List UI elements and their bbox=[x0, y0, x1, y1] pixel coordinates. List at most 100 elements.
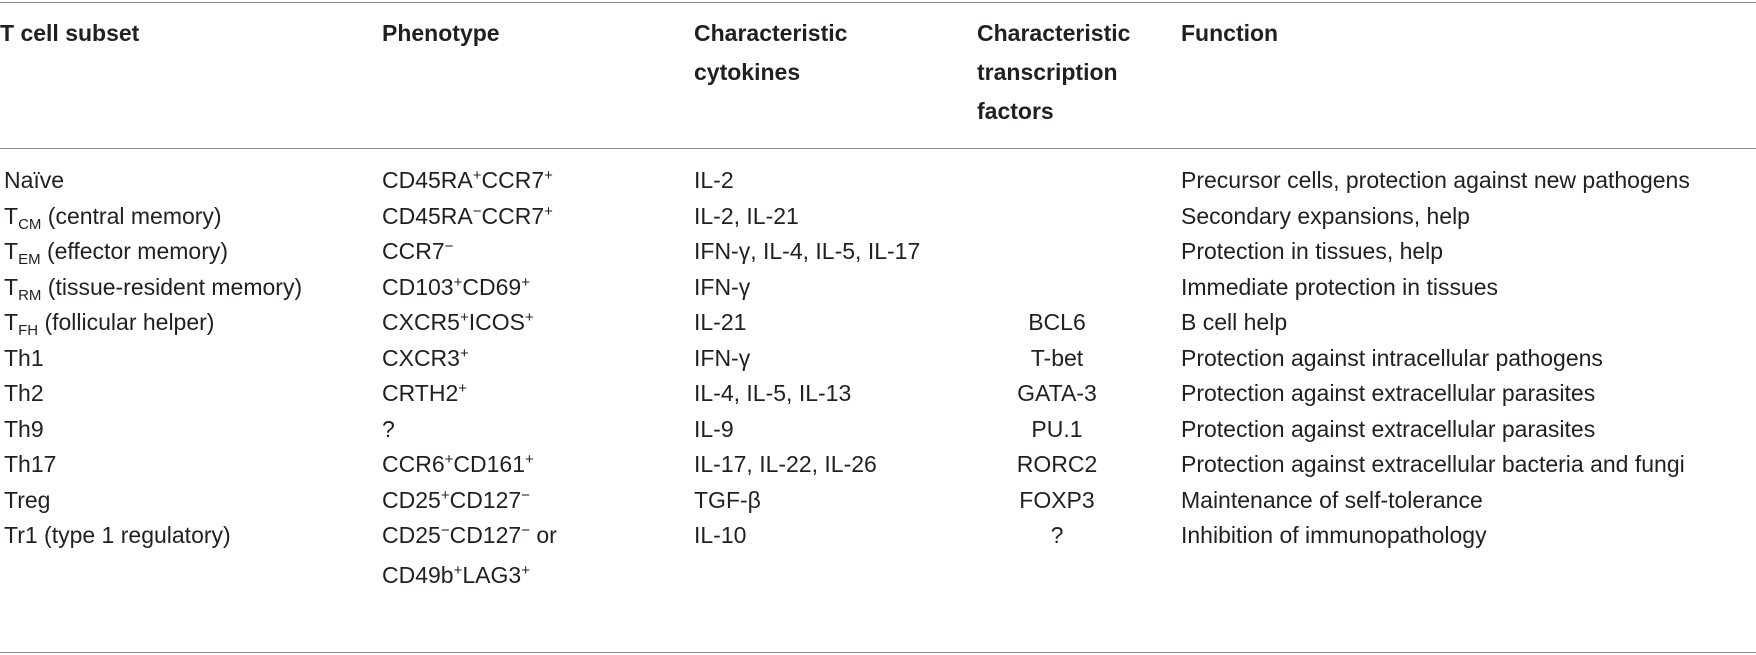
table-row: Tr1 (type 1 regulatory) CD25−CD127− or CD4… bbox=[0, 515, 1756, 588]
subset-name: T bbox=[4, 238, 19, 264]
marker-name: CD25 bbox=[382, 487, 441, 513]
marker-name: CD127 bbox=[449, 487, 522, 513]
table-row: Naïve CD45RA+CCR7+ IL-2 Precursor cells, pr… bbox=[0, 160, 1756, 200]
subset-name: T bbox=[4, 309, 19, 335]
marker-sign: − bbox=[440, 522, 450, 539]
subset-name: T bbox=[4, 203, 19, 229]
cell-phenotype: ? bbox=[382, 409, 395, 449]
cell-transcription-factor: FOXP3 bbox=[1019, 487, 1095, 513]
cell-transcription-factor: PU.1 bbox=[1031, 416, 1083, 442]
cell-subset: Th1 bbox=[4, 338, 44, 378]
marker-name: CD25 bbox=[382, 522, 441, 548]
subset-name: Tr1 (type 1 regulatory) bbox=[4, 522, 231, 548]
cell-phenotype: CRTH2+ bbox=[382, 373, 467, 413]
marker-name: ICOS bbox=[468, 309, 525, 335]
marker-sign: + bbox=[524, 309, 534, 326]
cell-subset: TEM (effector memory) bbox=[4, 231, 228, 271]
cell-function: Secondary expansions, help bbox=[1181, 203, 1470, 229]
cell-phenotype: CD49b+LAG3+ bbox=[382, 555, 530, 595]
cell-transcription-factor: T-bet bbox=[1030, 345, 1084, 371]
subset-name: Naïve bbox=[4, 167, 65, 193]
cell-cytokines: IL-17, IL-22, IL-26 bbox=[694, 451, 877, 477]
subset-name: Th9 bbox=[4, 416, 44, 442]
cell-cytokines: IFN-γ bbox=[694, 345, 751, 371]
cell-subset: Naïve bbox=[4, 160, 64, 200]
cell-phenotype: CXCR3+ bbox=[382, 338, 469, 378]
cell-function: Immediate protection in tissues bbox=[1181, 274, 1499, 300]
marker-name: CD103 bbox=[382, 274, 454, 300]
table-row: Th17 CCR6+CD161+ IL-17, IL-22, IL-26 RORC2 P… bbox=[0, 444, 1756, 484]
marker-sign: + bbox=[459, 345, 469, 362]
marker-sign: + bbox=[544, 203, 553, 220]
cell-function: B cell help bbox=[1181, 309, 1288, 335]
marker-sign: − bbox=[472, 203, 482, 220]
marker-name: CD45RA bbox=[382, 167, 473, 193]
cell-transcription-factor: RORC2 bbox=[1016, 451, 1098, 477]
marker-sign: + bbox=[453, 274, 463, 291]
marker-sign: + bbox=[453, 562, 463, 579]
subset-description: (effector memory) bbox=[40, 238, 229, 264]
marker-sign: − bbox=[521, 522, 530, 539]
header-phenotype: Phenotype bbox=[382, 20, 500, 46]
cell-cytokines: IFN-γ bbox=[694, 274, 751, 300]
cell-cytokines: IL-21 bbox=[694, 309, 747, 335]
table-row: TFH (follicular helper) CXCR5+ICOS+ IL-21 B… bbox=[0, 302, 1756, 342]
subset-description: (central memory) bbox=[41, 203, 222, 229]
cell-transcription-factor: GATA-3 bbox=[1017, 380, 1097, 406]
marker-sign: + bbox=[521, 274, 530, 291]
marker-sign: + bbox=[440, 487, 450, 504]
marker-name: CCR6 bbox=[382, 451, 445, 477]
cell-subset: Th17 bbox=[4, 444, 56, 484]
table-header: T cell subset Phenotype Characteristic c… bbox=[0, 14, 1756, 144]
table-row: Th9? IL-9 PU.1 Protection against extracell… bbox=[0, 409, 1756, 449]
subset-name: Th2 bbox=[4, 380, 44, 406]
cell-subset: Tr1 (type 1 regulatory) bbox=[4, 515, 231, 555]
marker-name: CRTH2 bbox=[382, 380, 459, 406]
cell-subset: TRM (tissue-resident memory) bbox=[4, 267, 302, 307]
bottom-rule bbox=[0, 652, 1756, 653]
cell-subset: TCM (central memory) bbox=[4, 196, 222, 236]
marker-name: CD49b bbox=[382, 562, 454, 588]
marker-sign: + bbox=[444, 451, 454, 468]
cell-cytokines: IL-2 bbox=[694, 167, 734, 193]
cell-function: Protection in tissues, help bbox=[1181, 238, 1444, 264]
marker-sign: − bbox=[521, 487, 530, 504]
cell-function: Maintenance of self-tolerance bbox=[1181, 487, 1483, 513]
cell-subset: Th9 bbox=[4, 409, 44, 449]
cell-function: Protection against extracellular parasit… bbox=[1181, 380, 1596, 406]
marker-sign: + bbox=[521, 562, 530, 579]
marker-sign: + bbox=[459, 309, 469, 326]
marker-sign: + bbox=[458, 380, 468, 397]
cell-cytokines: IL-10 bbox=[694, 522, 747, 548]
marker-name: CD45RA bbox=[382, 203, 473, 229]
header-function: Function bbox=[1181, 20, 1279, 46]
cell-phenotype: CD25+CD127− bbox=[382, 480, 530, 520]
header-rule bbox=[0, 148, 1756, 149]
marker-name: or bbox=[529, 522, 557, 548]
cell-cytokines: IL-9 bbox=[694, 416, 734, 442]
top-rule bbox=[0, 2, 1756, 3]
cell-function: Protection against intracellular pathoge… bbox=[1181, 345, 1603, 371]
header-transcription-factors: Characteristic transcription factors bbox=[977, 20, 1131, 124]
cell-function: Precursor cells, protection against new … bbox=[1181, 167, 1690, 193]
subset-description: (follicular helper) bbox=[38, 309, 215, 335]
cell-subset: Treg bbox=[4, 480, 50, 520]
cell-phenotype: CD103+CD69+ bbox=[382, 267, 530, 307]
cell-cytokines: TGF-β bbox=[694, 487, 761, 513]
cell-transcription-factor: ? bbox=[1050, 522, 1064, 548]
marker-name: CD127 bbox=[449, 522, 522, 548]
cell-phenotype: CCR6+CD161+ bbox=[382, 444, 534, 484]
cell-transcription-factor: BCL6 bbox=[1028, 309, 1086, 335]
marker-name: CCR7 bbox=[481, 203, 545, 229]
subset-subscript: CM bbox=[18, 216, 42, 233]
marker-name: CCR7 bbox=[382, 238, 445, 264]
cell-phenotype: CCR7− bbox=[382, 231, 453, 271]
cell-phenotype: CXCR5+ICOS+ bbox=[382, 302, 534, 342]
subset-name: Treg bbox=[4, 487, 51, 513]
subset-name: T bbox=[4, 274, 19, 300]
cell-phenotype: CD25−CD127− or bbox=[382, 515, 557, 555]
table-row: TRM (tissue-resident memory) CD103+CD69+ I… bbox=[0, 267, 1756, 307]
marker-sign: − bbox=[444, 238, 454, 255]
subset-name: Th1 bbox=[4, 345, 44, 371]
